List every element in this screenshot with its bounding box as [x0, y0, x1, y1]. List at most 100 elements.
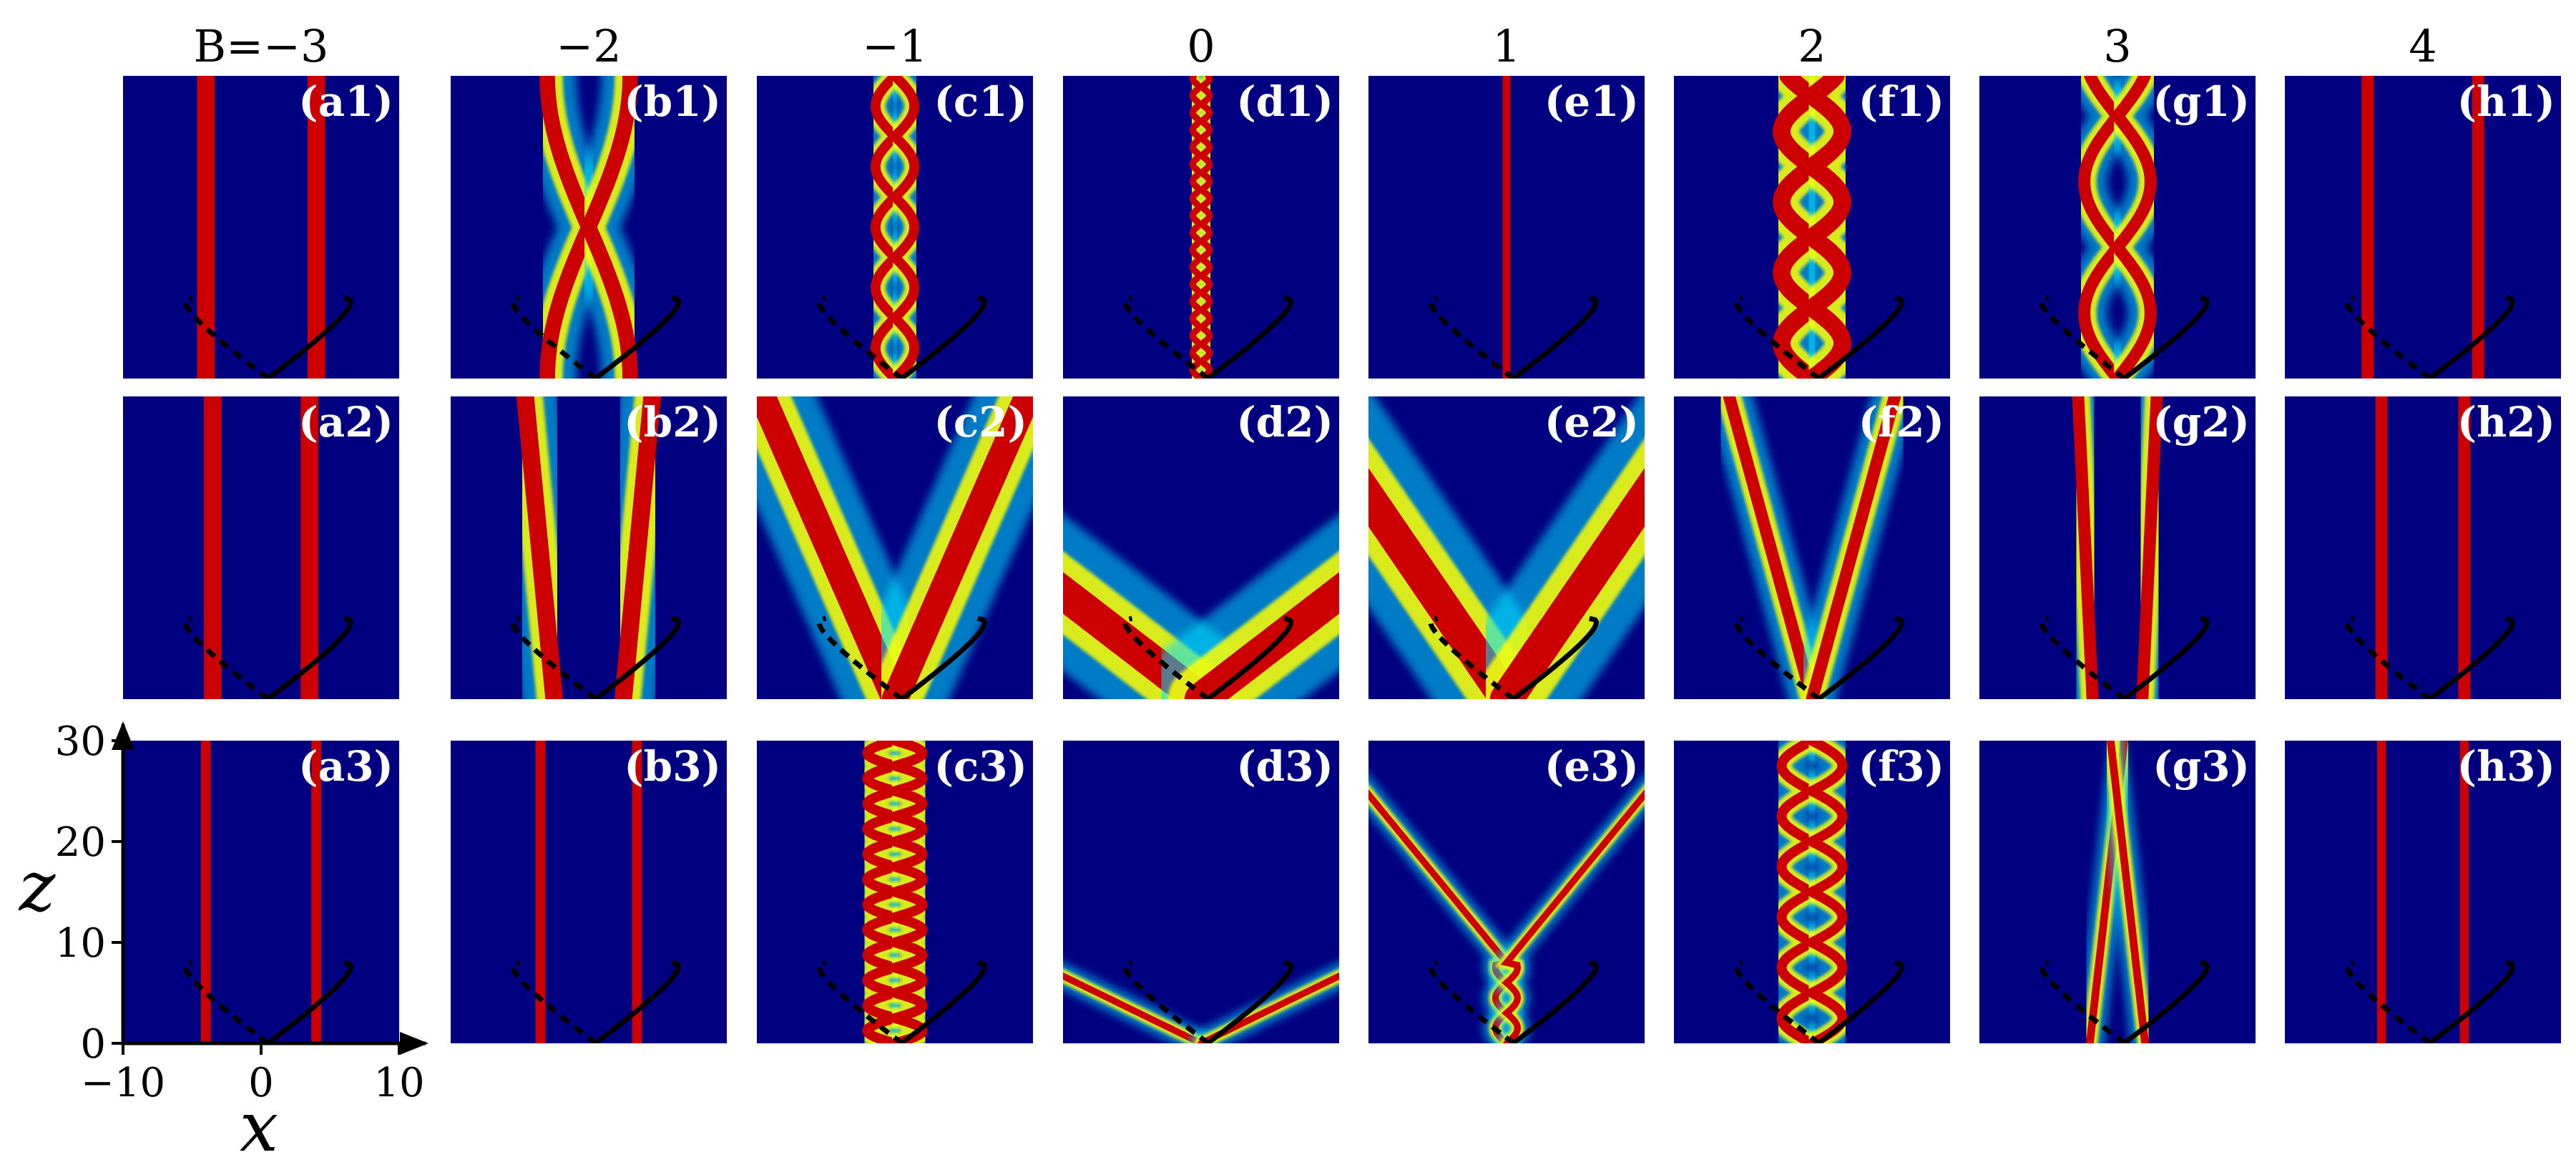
solid-curve: [1205, 960, 1294, 1043]
panel-a2: (a2): [123, 396, 399, 699]
panel-background: [1979, 396, 2256, 699]
panel-c3: (c3): [757, 741, 1033, 1043]
solid-curve: [1816, 960, 1904, 1043]
dashed-curve: [2039, 615, 2127, 699]
dashed-curve: [2344, 295, 2432, 379]
panel-e1: (e1): [1368, 76, 1645, 379]
panel-label: (g2): [2153, 398, 2250, 447]
beam-0-core: [1063, 572, 1218, 699]
dashed-curve: [510, 295, 598, 379]
dashed-curve: [182, 295, 270, 379]
x-axis-label: x: [240, 1087, 278, 1167]
dashed-curve: [2344, 615, 2432, 699]
solid-curve: [1816, 295, 1904, 379]
solid-curve: [2427, 295, 2515, 379]
panel-h1: (h1): [2285, 76, 2561, 379]
panel-label: (e3): [1544, 742, 1639, 791]
beam-1-core: [2136, 396, 2163, 699]
panel-label: (h3): [2457, 742, 2555, 791]
column-title-0: B=−3: [194, 20, 329, 72]
column-title-2: −1: [862, 20, 927, 72]
beam-1-core: [1801, 741, 1848, 1043]
panel-label: (e2): [1544, 398, 1639, 447]
solid-curve: [265, 960, 353, 1043]
solid-curve: [1816, 615, 1904, 699]
panel-background: [123, 396, 399, 699]
dashed-curve: [510, 960, 598, 1043]
dashed-curve: [1122, 960, 1210, 1043]
column-title-7: 4: [2409, 20, 2437, 72]
beam-1-core: [2106, 741, 2150, 1043]
beam-1-core: [877, 741, 928, 1043]
solid-curve: [899, 960, 988, 1043]
panel-background: [451, 396, 727, 699]
panel-label: (h2): [2457, 398, 2555, 447]
panel-label: (g3): [2153, 742, 2250, 791]
panel-h3: (h3): [2285, 741, 2561, 1043]
panel-f1: (f1): [1674, 76, 1950, 379]
dashed-curve: [1122, 295, 1210, 379]
beam-1-core: [1195, 76, 1213, 379]
solid-curve: [593, 295, 682, 379]
panel-label: (b1): [624, 77, 721, 126]
beam-1-core: [1797, 76, 1851, 379]
y-axis-label: z: [19, 847, 57, 927]
beam-1-core: [2110, 76, 2157, 379]
solid-curve: [1205, 615, 1294, 699]
dashed-curve: [1428, 960, 1516, 1043]
solid-curve: [1511, 615, 1599, 699]
dashed-curve: [1733, 295, 1821, 379]
beam-0-core: [1368, 789, 1513, 1043]
panel-label: (c3): [934, 742, 1027, 791]
beam-1-core: [881, 396, 1033, 699]
y-tick-label: 10: [55, 920, 106, 967]
panel-c2: (c2): [757, 396, 1033, 699]
panel-label: (f1): [1858, 77, 1944, 126]
panel-label: (f2): [1858, 398, 1944, 447]
panel-e2: (e2): [1368, 396, 1645, 699]
panel-g2: (g2): [1979, 396, 2256, 699]
dashed-curve: [2344, 960, 2432, 1043]
panel-label: (h1): [2457, 77, 2555, 126]
panel-g1: (g1): [1979, 76, 2256, 379]
panel-label: (a2): [298, 398, 393, 447]
column-titles: B=−3 −2 −1 0 1 2 3 4: [194, 20, 2437, 72]
solid-curve: [1205, 295, 1294, 379]
beam-1-core: [1500, 789, 1645, 1043]
solid-curve: [265, 615, 353, 699]
beam-0-core: [1063, 972, 1205, 1043]
column-title-3: 0: [1187, 20, 1215, 72]
dashed-curve: [1733, 960, 1821, 1043]
y-tick-label: 30: [55, 718, 106, 765]
panel-label: (f3): [1858, 742, 1944, 791]
panel-label: (d3): [1236, 742, 1333, 791]
panel-e3: (e3): [1368, 741, 1645, 1043]
beam-1-core: [614, 396, 662, 699]
panel-label: (a1): [298, 77, 393, 126]
panel-label: (c2): [934, 398, 1027, 447]
solid-curve: [2427, 615, 2515, 699]
panel-background: [123, 741, 399, 1043]
column-title-6: 3: [2103, 20, 2131, 72]
solid-curve: [593, 960, 682, 1043]
solid-curve: [1511, 960, 1599, 1043]
dashed-curve: [510, 615, 598, 699]
panel-label: (e1): [1544, 77, 1639, 126]
beam-1-core: [1198, 972, 1339, 1043]
panel-f3: (f3): [1674, 741, 1950, 1043]
column-title-4: 1: [1492, 20, 1520, 72]
solid-curve: [2427, 960, 2515, 1043]
heatmap-panels: (a1) (b1) (c1) (d1) (e1) (f1) (g1) (h1) (a2) (b2)…: [123, 76, 2561, 1043]
beam-0-core: [2072, 396, 2099, 699]
solid-curve: [593, 615, 682, 699]
dashed-curve: [2039, 960, 2127, 1043]
panel-b2: (b2): [451, 396, 727, 699]
beam-1-core: [888, 76, 919, 379]
panel-d2: (d2): [1063, 396, 1339, 699]
panel-d3: (d3): [1063, 741, 1339, 1043]
panel-h2: (h2): [2285, 396, 2561, 699]
panel-background: [123, 76, 399, 379]
panel-label: (a3): [298, 742, 393, 791]
solid-curve: [2122, 615, 2210, 699]
